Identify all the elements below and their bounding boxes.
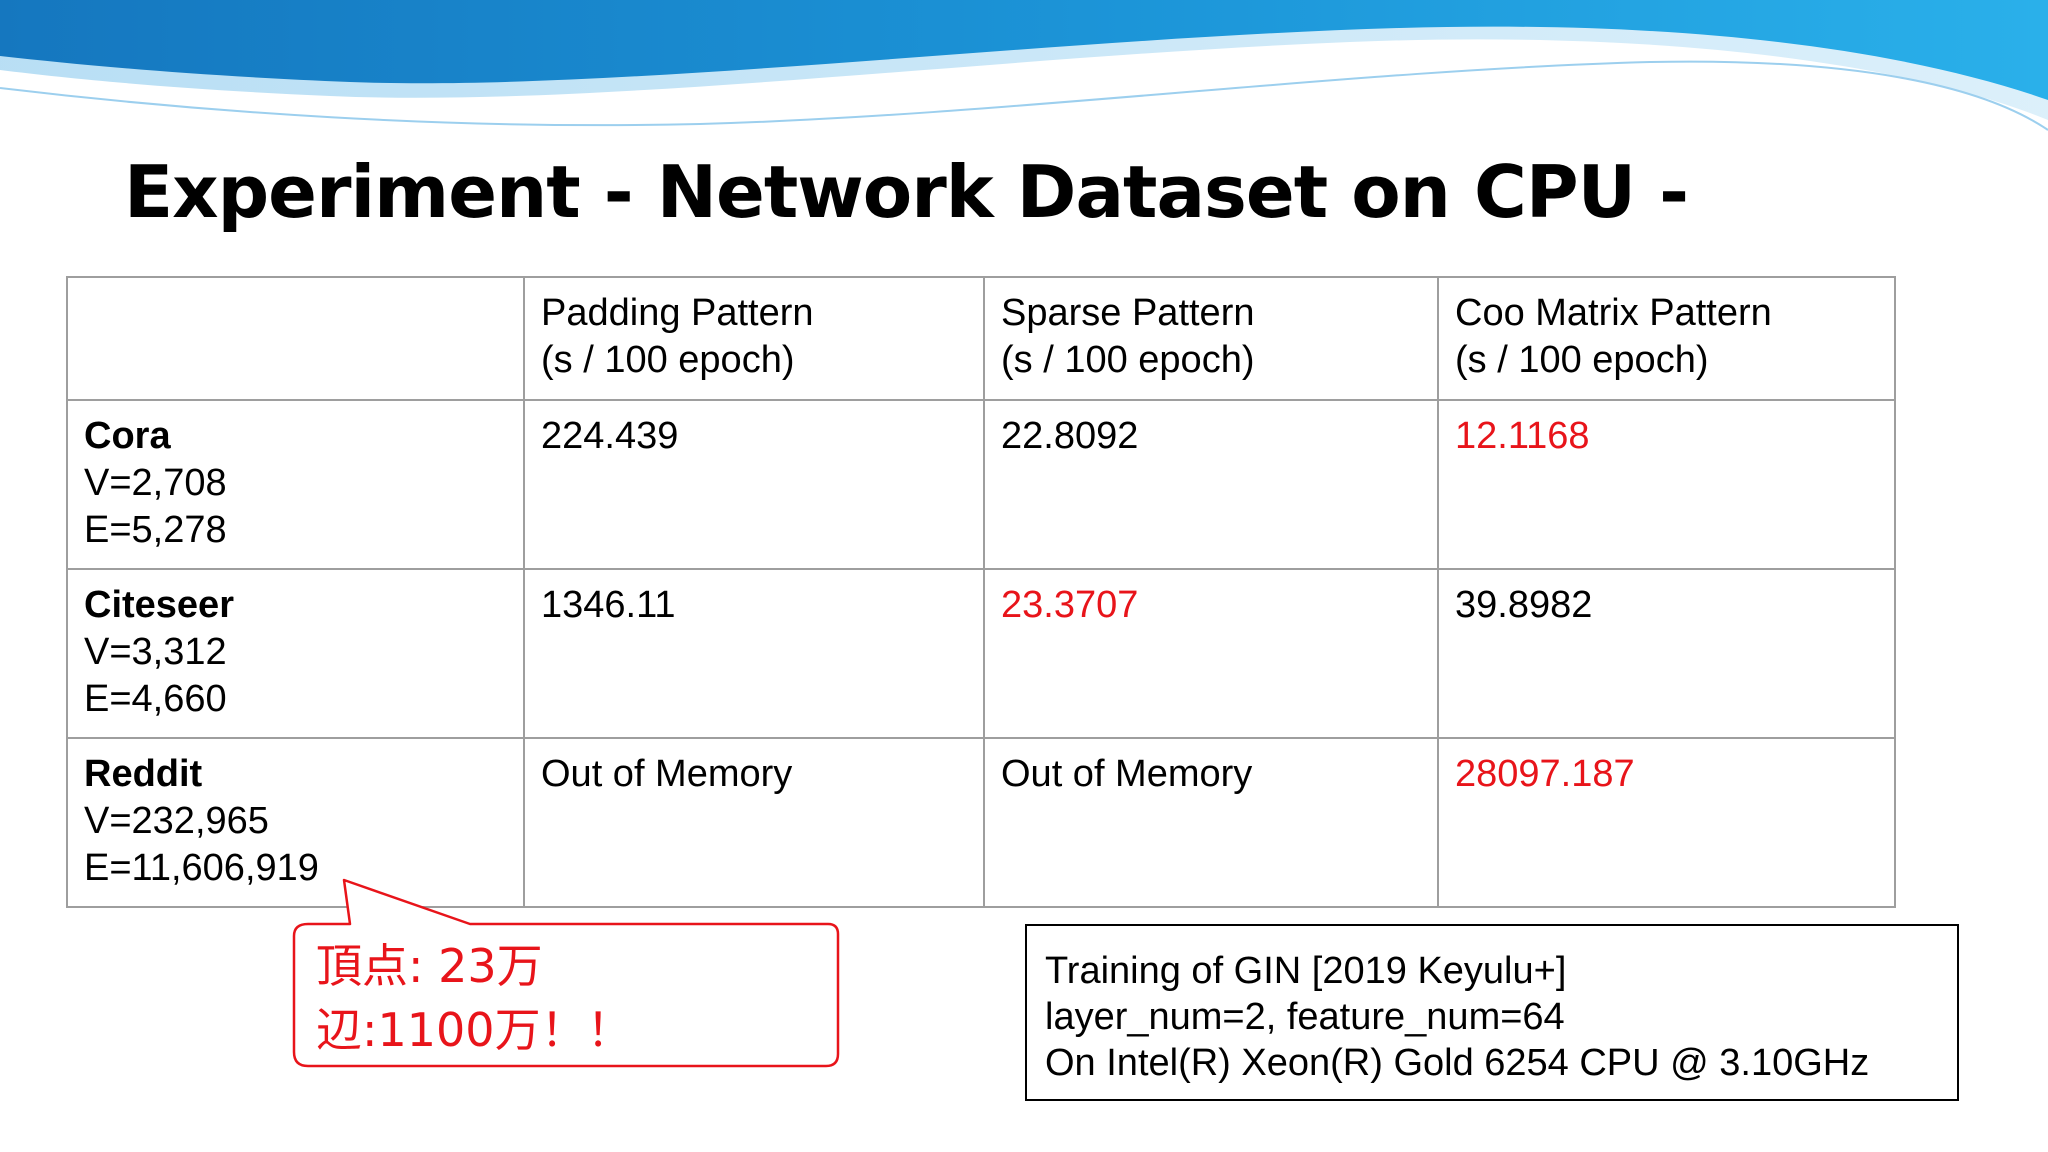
table-row: Reddit V=232,965 E=11,606,919 Out of Mem… [66,737,1896,908]
time-cell: 1346.11 [523,568,985,739]
callout-vertex-line: 頂点: 23万 [316,939,543,993]
info-line-params: layer_num=2, feature_num=64 [1045,996,1565,1038]
time-cell: Out of Memory [983,737,1439,908]
edge-count: E=11,606,919 [84,847,319,889]
time-cell: 12.1168 [1437,399,1896,570]
header-coo-matrix-pattern: Coo Matrix Pattern (s / 100 epoch) [1437,276,1896,401]
info-line-hardware: On Intel(R) Xeon(R) Gold 6254 CPU @ 3.10… [1045,1042,1870,1084]
results-table: Padding Pattern (s / 100 epoch) Sparse P… [66,276,1896,908]
edge-count: E=5,278 [84,509,227,551]
time-cell: 22.8092 [983,399,1439,570]
time-cell: 224.439 [523,399,985,570]
dataset-cell-reddit: Reddit V=232,965 E=11,606,919 [66,737,525,908]
header-padding-pattern: Padding Pattern (s / 100 epoch) [523,276,985,401]
dataset-name: Cora [84,415,171,457]
vertex-count: V=3,312 [84,631,227,673]
dataset-name: Reddit [84,753,203,795]
speech-callout-shape [292,878,840,1068]
table-row: Cora V=2,708 E=5,278 224.439 22.8092 12.… [66,399,1896,570]
header-wave-banner [0,0,2048,131]
vertex-count: V=2,708 [84,462,227,504]
dataset-cell-cora: Cora V=2,708 E=5,278 [66,399,525,570]
dataset-cell-citeseer: Citeseer V=3,312 E=4,660 [66,568,525,739]
table-row: Citeseer V=3,312 E=4,660 1346.11 23.3707… [66,568,1896,739]
slide-title: Experiment - Network Dataset on CPU - [124,150,1689,234]
table-header-row: Padding Pattern (s / 100 epoch) Sparse P… [66,276,1896,401]
edge-count: E=4,660 [84,678,227,720]
time-cell: 39.8982 [1437,568,1896,739]
info-line-model: Training of GIN [2019 Keyulu+] [1045,950,1567,992]
time-cell: 23.3707 [983,568,1439,739]
callout-edge-line: 辺:1100万！！ [316,1003,633,1057]
time-cell: Out of Memory [523,737,985,908]
table-corner-cell [66,276,525,401]
header-sparse-pattern: Sparse Pattern (s / 100 epoch) [983,276,1439,401]
dataset-name: Citeseer [84,584,234,626]
vertex-count: V=232,965 [84,800,269,842]
experiment-info-box: Training of GIN [2019 Keyulu+] layer_num… [1025,924,1959,1101]
callout-text: 頂点: 23万 辺:1100万！！ [316,934,633,1062]
time-cell: 28097.187 [1437,737,1896,908]
